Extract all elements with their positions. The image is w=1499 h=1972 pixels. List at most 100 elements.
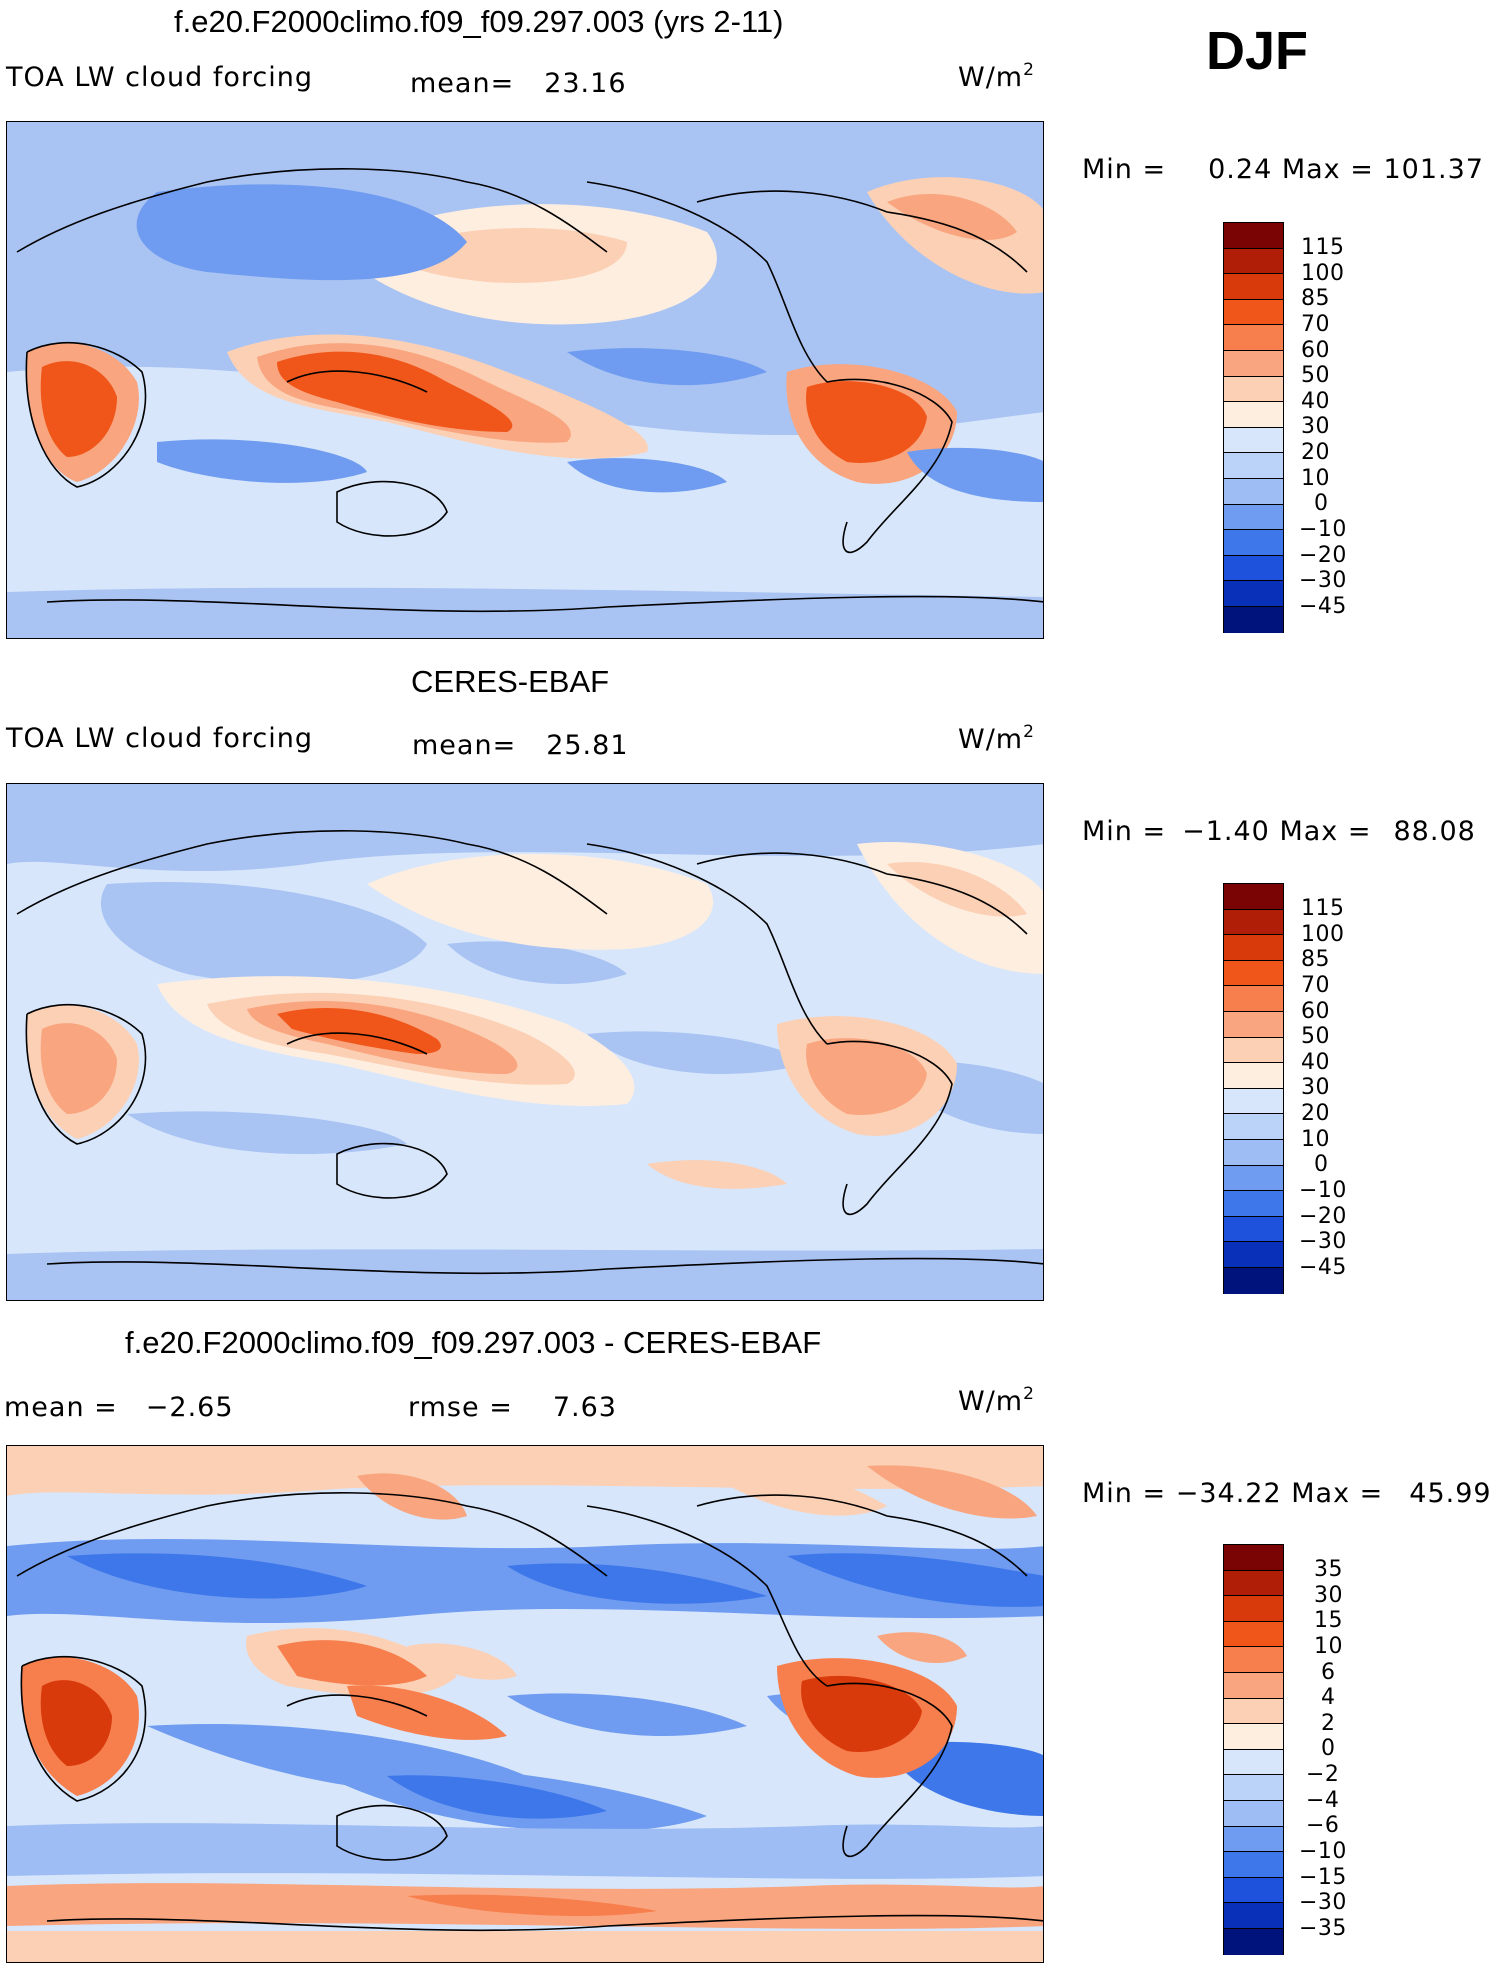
panel2-swatch — [1224, 1063, 1283, 1089]
panel2-swatch — [1224, 935, 1283, 961]
panel3-colorbar-tick: −35 — [1299, 1916, 1347, 1941]
panel2-units: W/m2 — [958, 722, 1034, 755]
panel2-colorbar-tick: 10 — [1301, 1127, 1330, 1152]
panel2-colorbar-tick: −20 — [1299, 1204, 1347, 1229]
panel3-rmse: rmse = 7.63 — [408, 1392, 617, 1423]
panel2-colorbar-tick: 50 — [1301, 1024, 1330, 1049]
panel3-map — [6, 1445, 1044, 1963]
panel3-minmax: Min = −34.22 Max = 45.99 — [1082, 1478, 1492, 1509]
panel3-title: f.e20.F2000climo.f09_f09.297.003 - CERES… — [125, 1325, 822, 1360]
panel2-variable-label: TOA LW cloud forcing — [6, 723, 313, 754]
panel1-swatch — [1224, 223, 1283, 249]
panel3-swatch — [1224, 1877, 1283, 1904]
panel3-colorbar-tick: −15 — [1299, 1865, 1347, 1890]
panel1-variable-label: TOA LW cloud forcing — [6, 62, 313, 93]
panel1-minmax: Min = 0.24 Max = 101.37 — [1082, 154, 1484, 185]
panel3-swatch — [1224, 1647, 1283, 1673]
panel1-swatch — [1224, 350, 1283, 377]
panel3-colorbar-tick: 2 — [1321, 1711, 1336, 1736]
panel2-swatch — [1224, 1165, 1283, 1192]
panel2-swatch — [1224, 1191, 1283, 1217]
panel1-colorbar-tick: 70 — [1301, 312, 1330, 337]
panel2-colorbar-tick: 0 — [1314, 1152, 1329, 1177]
panel1-swatch — [1224, 453, 1283, 479]
panel3-swatch — [1224, 1800, 1283, 1827]
panel2-colorbar-tick: −10 — [1299, 1178, 1347, 1203]
panel3-swatch — [1224, 1596, 1283, 1622]
panel2-minmax: Min = −1.40 Max = 88.08 — [1082, 816, 1476, 847]
panel2-colorbar-tick: −30 — [1299, 1229, 1347, 1254]
panel2-swatch — [1224, 1242, 1283, 1268]
panel1-colorbar-tick: 60 — [1301, 338, 1330, 363]
panel3-swatch — [1224, 1826, 1283, 1853]
panel3-colorbar-tick: 0 — [1321, 1736, 1336, 1761]
panel1-title: f.e20.F2000climo.f09_f09.297.003 (yrs 2-… — [174, 4, 784, 39]
panel1-swatch — [1224, 427, 1283, 454]
panel2-swatch — [1224, 986, 1283, 1012]
panel3-colorbar-tick: 30 — [1314, 1583, 1343, 1608]
panel2-swatch — [1224, 1114, 1283, 1140]
season-label: DJF — [1206, 21, 1309, 81]
panel2-swatch — [1224, 1037, 1283, 1064]
panel3-colorbar-tick: −2 — [1306, 1762, 1340, 1787]
panel3-colorbar-tick: 4 — [1321, 1685, 1336, 1710]
panel3-mean: mean = −2.65 — [4, 1392, 234, 1423]
panel3-swatch — [1224, 1621, 1283, 1648]
panel2-title: CERES-EBAF — [411, 664, 610, 699]
panel2-swatch — [1224, 1011, 1283, 1038]
panel1-swatch — [1224, 530, 1283, 556]
panel2-swatch — [1224, 1216, 1283, 1243]
panel1-colorbar-tick: 115 — [1301, 235, 1345, 260]
panel1-colorbar-tick: 0 — [1314, 491, 1329, 516]
panel1-swatch — [1224, 478, 1283, 505]
panel3-colorbar-tick: 6 — [1321, 1660, 1336, 1685]
panel3-colorbar-tick: −4 — [1306, 1788, 1340, 1813]
panel1-swatch — [1224, 606, 1283, 633]
panel1-colorbar-tick: 20 — [1301, 440, 1330, 465]
panel1-swatch — [1224, 299, 1283, 326]
panel1-swatch — [1224, 325, 1283, 351]
panel2-swatch — [1224, 1139, 1283, 1166]
panel1-swatch — [1224, 555, 1283, 582]
panel2-swatch — [1224, 884, 1283, 910]
panel2-colorbar-tick: 30 — [1301, 1075, 1330, 1100]
panel3-colorbar-tick: 15 — [1314, 1608, 1343, 1633]
panel3-colorbar-tick: −30 — [1299, 1890, 1347, 1915]
panel2-colorbar — [1223, 883, 1284, 1294]
panel1-colorbar-tick: 85 — [1301, 286, 1330, 311]
panel1-colorbar-tick: −30 — [1299, 568, 1347, 593]
panel2-colorbar-tick: 40 — [1301, 1050, 1330, 1075]
panel3-colorbar — [1223, 1544, 1284, 1955]
panel1-colorbar-tick: −10 — [1299, 517, 1347, 542]
panel3-swatch — [1224, 1724, 1283, 1750]
panel2-colorbar-tick: 115 — [1301, 896, 1345, 921]
panel3-colorbar-tick: 10 — [1314, 1634, 1343, 1659]
panel3-swatch — [1224, 1698, 1283, 1725]
panel1-mean: mean= 23.16 — [410, 68, 627, 99]
panel2-colorbar-tick: 85 — [1301, 947, 1330, 972]
panel3-units: W/m2 — [958, 1384, 1034, 1417]
panel2-mean: mean= 25.81 — [412, 730, 629, 761]
panel3-colorbar-tick: −6 — [1306, 1813, 1340, 1838]
panel1-swatch — [1224, 248, 1283, 275]
panel2-swatch — [1224, 1088, 1283, 1115]
panel3-swatch — [1224, 1928, 1283, 1955]
panel1-colorbar-tick: 40 — [1301, 389, 1330, 414]
panel1-units: W/m2 — [958, 60, 1034, 93]
panel1-map — [6, 121, 1044, 639]
panel1-colorbar-tick: 100 — [1301, 261, 1345, 286]
panel1-colorbar-tick: −45 — [1299, 594, 1347, 619]
panel3-swatch — [1224, 1903, 1283, 1929]
panel1-swatch — [1224, 376, 1283, 403]
panel2-colorbar-tick: −45 — [1299, 1255, 1347, 1280]
panel2-swatch — [1224, 960, 1283, 987]
panel2-colorbar-tick: 70 — [1301, 973, 1330, 998]
panel3-swatch — [1224, 1749, 1283, 1776]
panel3-swatch — [1224, 1672, 1283, 1699]
panel3-swatch — [1224, 1852, 1283, 1878]
panel1-swatch — [1224, 274, 1283, 300]
panel1-colorbar-tick: 30 — [1301, 414, 1330, 439]
panel1-colorbar-tick: −20 — [1299, 543, 1347, 568]
panel2-swatch — [1224, 909, 1283, 936]
panel1-colorbar-tick: 50 — [1301, 363, 1330, 388]
